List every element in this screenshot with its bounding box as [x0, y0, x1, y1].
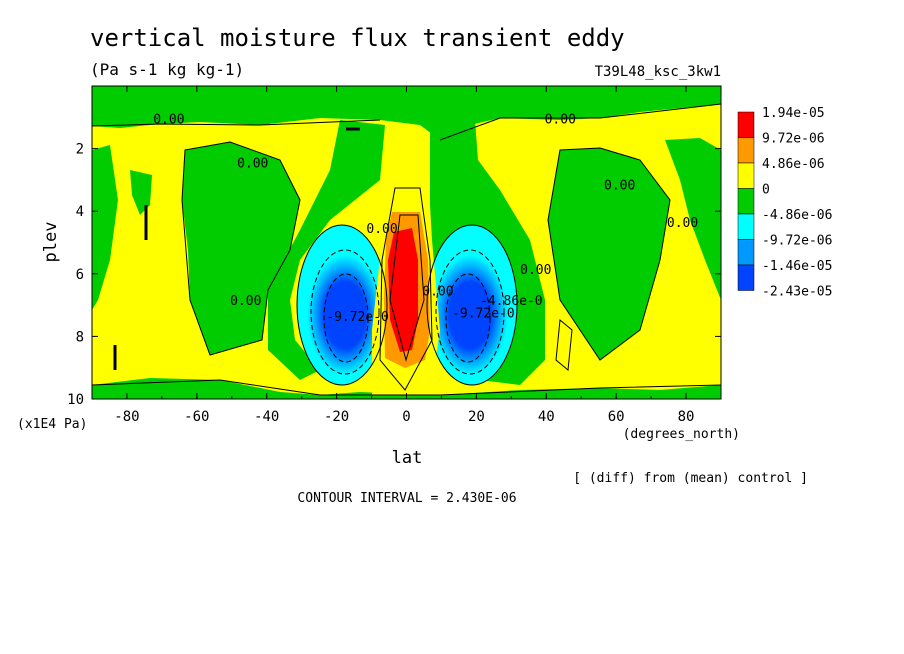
contour-label: 0.00	[422, 285, 453, 300]
contour-label: 0.00	[366, 222, 397, 237]
green-top-band	[92, 86, 721, 140]
y-tick-label: 8	[76, 329, 84, 345]
legend-label: 1.94e-05	[762, 106, 825, 121]
green-bottom-band	[92, 378, 721, 399]
legend-label: -1.46e-05	[762, 259, 832, 274]
right-negative-lobe-core	[432, 255, 508, 375]
green-left-patch	[92, 145, 118, 310]
contour-interval: CONTOUR INTERVAL = 2.430E-06	[297, 491, 516, 506]
legend-label: 4.86e-06	[762, 157, 825, 172]
y-tick-label: 4	[76, 204, 84, 220]
y-axis-units: (x1E4 Pa)	[17, 417, 87, 432]
x-axis-units: (degrees_north)	[623, 427, 740, 442]
y-tick-label: 10	[67, 392, 84, 408]
legend-swatch	[737, 162, 755, 189]
y-axis-ticks: 2 4 6 8 10	[67, 142, 721, 408]
green-right-region	[548, 148, 670, 360]
x-tick-label: 60	[608, 409, 625, 425]
contour-label: 0.00	[604, 178, 635, 193]
x-tick-label: -80	[114, 409, 139, 425]
legend-label: -9.72e-06	[762, 234, 832, 249]
x-tick-label: 0	[402, 409, 410, 425]
contour-label: -9.72e-0	[452, 307, 515, 322]
x-tick-label: 80	[678, 409, 695, 425]
green-central-left	[268, 120, 385, 380]
left-negative-lobe-core	[307, 255, 383, 375]
contour-lines	[92, 103, 721, 396]
contour-label: -9.72e-0	[326, 310, 389, 325]
contour-label-layer: 0.000.000.000.000.000.000.00-4.86e-0-9.7…	[153, 113, 698, 325]
x-tick-label: -20	[324, 409, 349, 425]
legend-swatch	[737, 188, 755, 215]
legend-label: -2.43e-05	[762, 285, 832, 300]
run-label: T39L48_ksc_3kw1	[595, 64, 721, 80]
legend-swatch	[737, 137, 755, 164]
legend-swatch	[737, 239, 755, 266]
contour-label: 0.00	[153, 113, 184, 128]
legend-label: -4.86e-06	[762, 208, 832, 223]
contour-label: 0.00	[237, 156, 268, 171]
x-tick-label: -40	[254, 409, 279, 425]
green-tongue	[130, 170, 152, 215]
legend-label: 0	[762, 183, 770, 198]
y-tick-label: 6	[76, 267, 84, 283]
color-legend: 1.94e-05 9.72e-06 4.86e-06 0 -4.86e-06 -9.72e…	[737, 106, 832, 300]
legend-swatch	[737, 111, 755, 138]
x-tick-label: 20	[468, 409, 485, 425]
x-axis-label: lat	[392, 448, 423, 468]
chart-title: vertical moisture flux transient eddy	[90, 24, 625, 52]
contour-label: 0.00	[520, 263, 551, 278]
legend-swatch	[737, 213, 755, 240]
dark-markers	[113, 127, 360, 370]
diff-note: [ (diff) from (mean) control ]	[573, 471, 808, 486]
chart-units: (Pa s-1 kg kg-1)	[90, 60, 244, 79]
x-axis-ticks: -80 -60 -40 -20 0 20 40 60 80	[91, 86, 722, 425]
contour-label: 0.00	[230, 294, 261, 309]
x-tick-label: -60	[184, 409, 209, 425]
green-left-region	[182, 142, 300, 355]
plot-area: 0.000.000.000.000.000.000.00-4.86e-0-9.7…	[92, 86, 721, 399]
contour-label: 0.00	[667, 216, 698, 231]
x-tick-label: 40	[538, 409, 555, 425]
y-axis-label: plev	[41, 222, 61, 263]
legend-label: 9.72e-06	[762, 132, 825, 147]
legend-swatch	[737, 264, 755, 291]
y-tick-label: 2	[76, 142, 84, 158]
contour-label: -4.86e-0	[480, 294, 543, 309]
contour-label: 0.00	[545, 113, 576, 128]
green-far-right	[665, 138, 721, 300]
